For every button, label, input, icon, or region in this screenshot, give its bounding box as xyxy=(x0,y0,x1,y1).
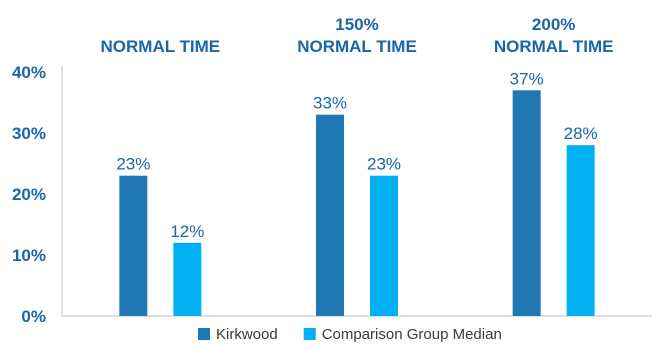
y-axis: 0% 10% 20% 30% 40% xyxy=(12,63,652,326)
data-labels: 23% 33% 37% 12% 23% 28% xyxy=(116,69,597,241)
bar-comparison-group-median xyxy=(370,175,398,316)
data-label: 37% xyxy=(510,69,544,88)
y-tick-label: 10% xyxy=(12,246,46,265)
bar-comparison-group-median xyxy=(566,145,595,316)
bars xyxy=(119,90,595,316)
data-label: 23% xyxy=(116,155,150,174)
category-label: NORMAL TIME xyxy=(101,37,221,56)
bar-comparison-group-median xyxy=(173,242,202,316)
bar-kirkwood xyxy=(119,175,148,316)
legend-swatch xyxy=(198,328,210,340)
data-label: 12% xyxy=(170,222,204,241)
category-label: 200% xyxy=(532,15,575,34)
bar-kirkwood xyxy=(316,114,344,316)
bar-kirkwood xyxy=(512,90,541,316)
y-tick-label: 20% xyxy=(12,185,46,204)
legend-label: Comparison Group Median xyxy=(322,326,502,343)
y-tick-label: 30% xyxy=(12,124,46,143)
data-label: 33% xyxy=(313,94,347,113)
legend-swatch xyxy=(303,328,316,340)
category-labels: NORMAL TIME 150% NORMAL TIME 200% NORMAL TIM… xyxy=(101,15,614,56)
legend: Kirkwood Comparison Group Median xyxy=(198,326,502,343)
data-label: 23% xyxy=(367,155,401,174)
data-label: 28% xyxy=(564,124,598,143)
legend-label: Kirkwood xyxy=(216,326,278,343)
category-label: NORMAL TIME xyxy=(494,37,614,56)
y-tick-label: 0% xyxy=(21,307,46,326)
category-label: 150% xyxy=(335,15,378,34)
category-label: NORMAL TIME xyxy=(297,37,417,56)
y-tick-label: 40% xyxy=(12,63,46,82)
